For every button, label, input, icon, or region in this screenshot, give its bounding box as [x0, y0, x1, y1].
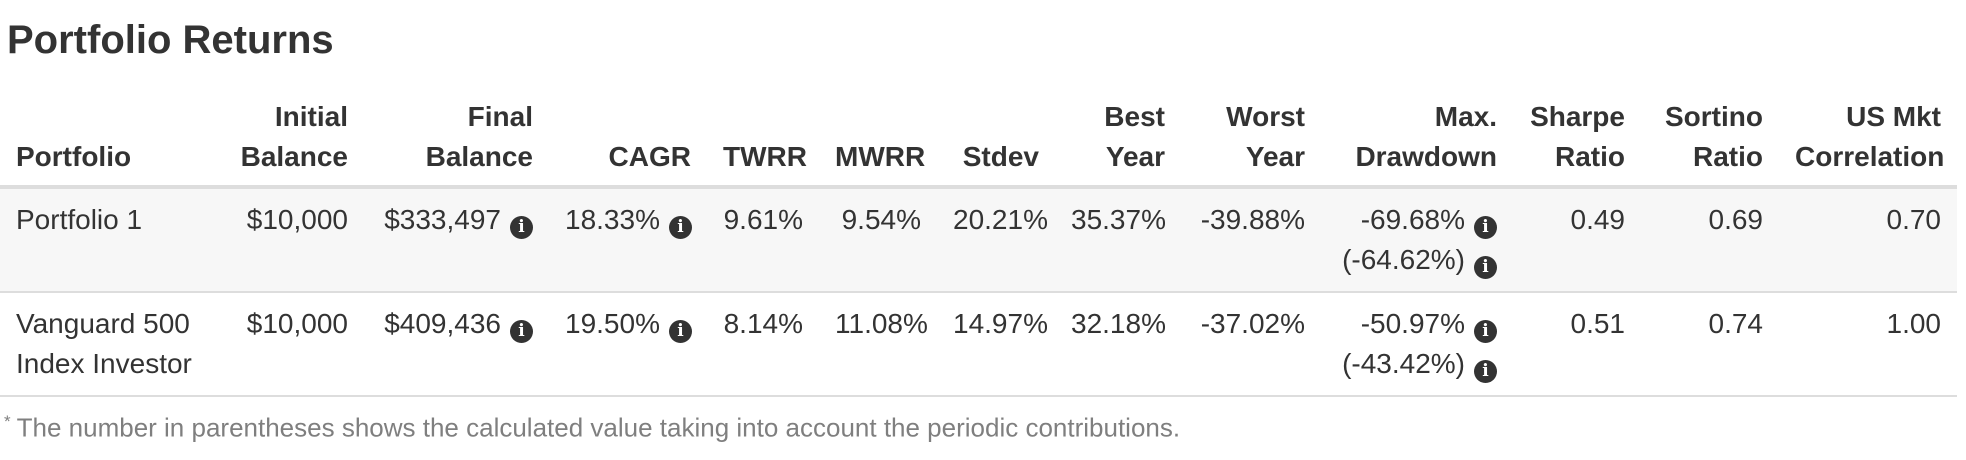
worst-year-value: -39.88% — [1200, 204, 1305, 235]
max-drawdown-contrib-value: (-43.42%) — [1342, 348, 1465, 379]
page-title: Portfolio Returns — [7, 18, 334, 62]
portfolio-returns-section: Portfolio Returns Portfolio Initial Bala… — [0, 18, 1957, 445]
max-drawdown-line: -69.68% i — [1337, 200, 1497, 240]
sortino-ratio-value: 0.74 — [1641, 291, 1779, 396]
mwrr-value: 11.08% — [819, 291, 937, 396]
stdev-value: 20.21% — [953, 204, 1048, 235]
best-year-value: 35.37% — [1071, 204, 1166, 235]
column-header-max-drawdown: Max. Drawdown — [1321, 89, 1513, 189]
column-header-sortino-ratio: Sortino Ratio — [1641, 89, 1779, 189]
max-drawdown-contrib-value: (-64.62%) — [1342, 244, 1465, 275]
portfolio-returns-table: Portfolio Initial Balance Final Balance … — [0, 89, 1957, 397]
info-icon[interactable]: i — [668, 216, 692, 239]
footnote-marker: * — [4, 412, 11, 431]
max-drawdown-cell: -50.97% i (-43.42%) i — [1321, 291, 1513, 396]
table-row-portfolio-1: Portfolio 1 $10,000 $333,497 i 18.33% i 9.… — [0, 187, 1957, 292]
twrr-value: 9.61% — [723, 204, 803, 235]
info-icon[interactable]: i — [510, 320, 533, 343]
table-row-vanguard-500: Vanguard 500 Index Investor $10,000 $409… — [0, 291, 1957, 396]
initial-balance-value: $10,000 — [212, 291, 364, 396]
cagr-cell: 18.33% i — [549, 187, 707, 292]
info-icon[interactable]: i — [1474, 256, 1497, 279]
column-header-stdev: Stdev — [937, 89, 1055, 189]
final-balance-cell: $333,497 i — [364, 187, 549, 292]
cagr-cell: 19.50% i — [549, 291, 707, 396]
max-drawdown-contrib-line: (-64.62%) i — [1337, 240, 1497, 280]
info-icon[interactable]: i — [1474, 216, 1497, 239]
footnote-text: The number in parentheses shows the calc… — [16, 412, 1181, 443]
max-drawdown-cell: -69.68% i (-64.62%) i — [1321, 187, 1513, 292]
column-header-final-balance: Final Balance — [364, 89, 549, 189]
column-header-mwrr: MWRR — [819, 89, 937, 189]
footnote: * The number in parentheses shows the cal… — [0, 397, 1957, 445]
final-balance-value: $333,497 — [384, 204, 501, 235]
initial-balance-value: $10,000 — [246, 204, 348, 235]
column-header-us-mkt-correlation: US Mkt Correlation — [1779, 89, 1957, 189]
worst-year-value: -37.02% — [1181, 291, 1321, 396]
sharpe-ratio-value: 0.49 — [1570, 204, 1626, 235]
column-header-best-year: Best Year — [1055, 89, 1181, 189]
column-header-portfolio: Portfolio — [0, 89, 212, 189]
column-header-initial-balance: Initial Balance — [212, 89, 364, 189]
us-mkt-correlation-value: 0.70 — [1886, 204, 1942, 235]
info-icon[interactable]: i — [668, 320, 692, 343]
sortino-ratio-value: 0.69 — [1708, 204, 1764, 235]
best-year-value: 32.18% — [1055, 291, 1181, 396]
portfolio-name: Portfolio 1 — [16, 204, 143, 235]
final-balance-cell: $409,436 i — [364, 291, 549, 396]
column-header-twrr: TWRR — [707, 89, 819, 189]
info-icon[interactable]: i — [1474, 360, 1497, 383]
column-header-sharpe-ratio: Sharpe Ratio — [1513, 89, 1641, 189]
max-drawdown-line: -50.97% i — [1337, 304, 1497, 344]
twrr-value: 8.14% — [707, 291, 819, 396]
final-balance-value: $409,436 — [384, 308, 501, 339]
max-drawdown-value: -50.97% — [1360, 308, 1465, 339]
stdev-value: 14.97% — [937, 291, 1055, 396]
table-header-row: Portfolio Initial Balance Final Balance … — [0, 89, 1957, 189]
column-header-worst-year: Worst Year — [1181, 89, 1321, 189]
max-drawdown-contrib-line: (-43.42%) i — [1337, 344, 1497, 384]
mwrr-value: 9.54% — [841, 204, 921, 235]
us-mkt-correlation-value: 1.00 — [1779, 291, 1957, 396]
portfolio-name: Vanguard 500 Index Investor — [0, 291, 212, 396]
max-drawdown-value: -69.68% — [1360, 204, 1465, 235]
info-icon[interactable]: i — [1474, 320, 1497, 343]
cagr-value: 18.33% — [565, 204, 660, 235]
column-header-cagr: CAGR — [549, 89, 707, 189]
info-icon[interactable]: i — [510, 216, 533, 239]
cagr-value: 19.50% — [565, 308, 660, 339]
sharpe-ratio-value: 0.51 — [1513, 291, 1641, 396]
